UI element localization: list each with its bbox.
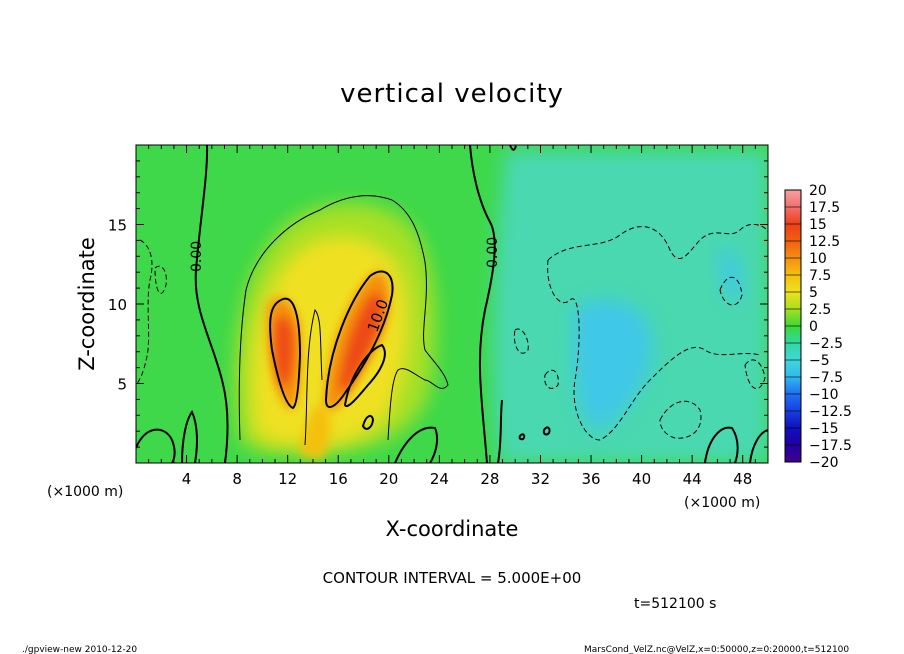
- colorbar-label: 2.5: [809, 302, 831, 318]
- contour-neg-east-3: [659, 400, 702, 439]
- contour-thin-plume: [238, 195, 449, 441]
- contour-ten-right: [343, 343, 386, 408]
- y-axis: 5 10 15: [108, 160, 768, 448]
- x-tick-label: 24: [430, 470, 449, 488]
- x-unit-right: (×1000 m): [684, 495, 760, 511]
- contour-bottom-1: [181, 410, 198, 463]
- contour-neg-west-2: [154, 265, 167, 294]
- x-tick-label: 32: [531, 470, 550, 488]
- x-axis-title: X-coordinate: [386, 517, 519, 541]
- colorbar-label: −20: [809, 455, 839, 471]
- contour-corner-left: [136, 428, 176, 463]
- plot-area: 0.00 10.0 0.00: [136, 145, 768, 463]
- y-tick-label: 10: [108, 296, 127, 314]
- contour-dot-2: [542, 426, 551, 436]
- field-plume-stem: [300, 404, 331, 460]
- x-tick-label: 20: [379, 470, 398, 488]
- contour-small-loop: [361, 414, 375, 430]
- colorbar-label: −5: [809, 353, 830, 369]
- contour-five-left: [269, 297, 302, 410]
- colorbar-label: 17.5: [809, 200, 840, 216]
- contour-five-right: [324, 270, 394, 409]
- colorbar-label: −10: [809, 387, 839, 403]
- contour-dot-1: [518, 433, 526, 441]
- contour-bottom-2: [394, 426, 439, 463]
- contour-lines: [136, 145, 768, 463]
- x-unit-left: (×1000 m): [47, 484, 123, 500]
- chart-title: vertical velocity: [340, 79, 564, 109]
- colorbar-label: −7.5: [809, 370, 843, 386]
- x-tick-label: 12: [278, 470, 297, 488]
- colorbar-ticks: 2017.51512.5107.552.50−2.5−5−7.5−10−12.5…: [785, 183, 852, 471]
- x-tick-label: 28: [480, 470, 499, 488]
- x-tick-label: 16: [329, 470, 348, 488]
- field-plume-right-max: [340, 292, 383, 395]
- y-axis-title: Z-coordinate: [75, 237, 99, 371]
- footer-right: MarsCond_VelZ.nc@VelZ,x=0:50000,z=0:2000…: [584, 645, 849, 654]
- colorbar-label: 7.5: [809, 268, 831, 284]
- field-negative-core: [573, 299, 652, 430]
- colorbar-label: 12.5: [809, 234, 840, 250]
- colorbar-label: 5: [809, 285, 818, 301]
- colorbar-label: 20: [809, 183, 827, 199]
- colorbar-label: −12.5: [809, 404, 852, 420]
- y-tick-label: 15: [108, 217, 127, 235]
- x-tick-label: 4: [182, 470, 192, 488]
- contour-neg-east-6: [719, 277, 743, 306]
- x-tick-label: 8: [232, 470, 242, 488]
- colorbar-label: −17.5: [809, 438, 852, 454]
- field-negative-core-2: [720, 249, 742, 301]
- x-tick-label: 48: [733, 470, 752, 488]
- contour-zero-left: [194, 145, 229, 463]
- field-plume-left-max: [275, 317, 293, 388]
- time-label: t=512100 s: [634, 596, 716, 612]
- contour-neg-east-5: [544, 369, 559, 389]
- y-tick-label: 5: [117, 376, 127, 394]
- x-tick-label: 40: [632, 470, 651, 488]
- contour-thin-inner: [304, 308, 323, 446]
- contour-bottom-3: [704, 426, 739, 463]
- contour-label: 0.00: [485, 237, 501, 268]
- colorbar-label: 0: [809, 319, 818, 335]
- colorbar-label: −2.5: [809, 336, 843, 352]
- contour-neg-west: [136, 239, 153, 386]
- contour-neg-east-4: [513, 328, 529, 354]
- contour-zero-right: [469, 145, 496, 463]
- colorbar-label: −15: [809, 421, 839, 437]
- contour-interval: CONTOUR INTERVAL = 5.000E+00: [323, 569, 582, 587]
- contour-zero-right-lower: [497, 399, 503, 463]
- contour-neg-east-2: [547, 259, 761, 441]
- x-axis: 4 8 12 16 20 24 28 32 36 40 44 48: [148, 145, 756, 488]
- x-tick-label: 36: [581, 470, 600, 488]
- x-tick-label: 44: [683, 470, 702, 488]
- colorbar-label: 10: [809, 251, 827, 267]
- colorbar: 2017.51512.5107.552.50−2.5−5−7.5−10−12.5…: [784, 183, 852, 471]
- contour-neg-east: [547, 223, 768, 261]
- footer-left: ./gpview-new 2010-12-20: [22, 645, 137, 654]
- contour-label: 0.00: [189, 241, 205, 272]
- colorbar-label: 15: [809, 217, 827, 233]
- contour-neg-east-7: [744, 359, 766, 389]
